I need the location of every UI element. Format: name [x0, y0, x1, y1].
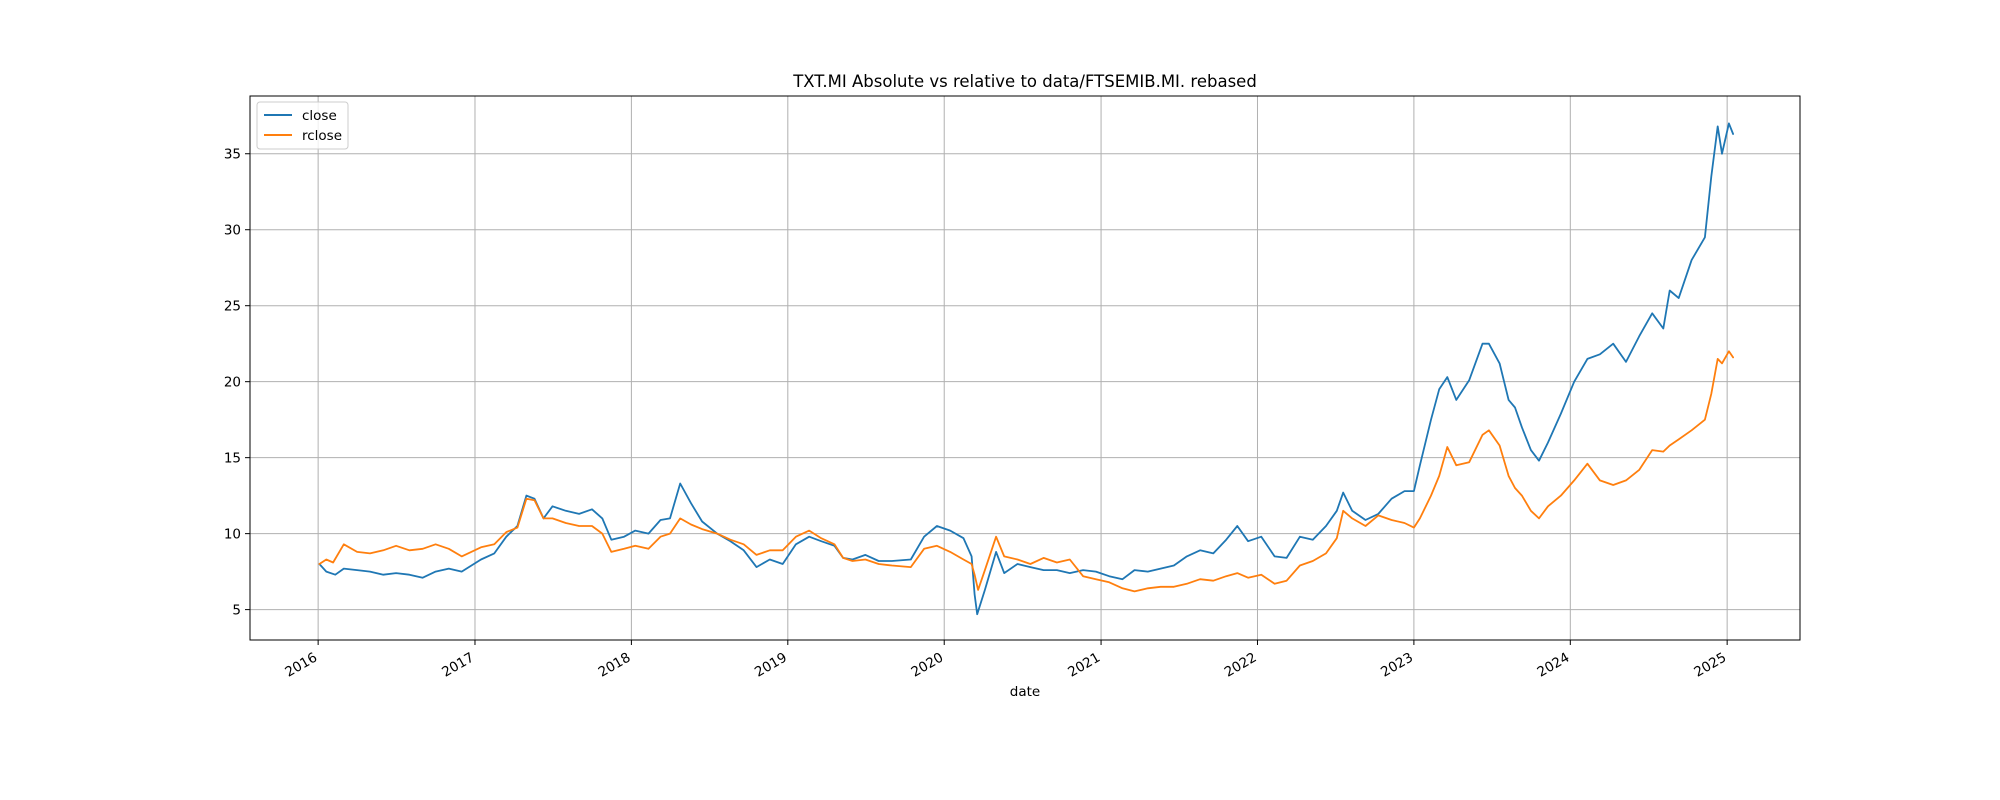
series-line-rclose: [318, 350, 1734, 593]
y-tick-label: 5: [232, 603, 241, 619]
legend-box: [256, 101, 349, 150]
legend: close rclose: [256, 101, 349, 150]
y-tick-label: 35: [224, 147, 241, 163]
grid-lines: [250, 96, 1800, 640]
y-tick-label: 25: [224, 299, 241, 315]
y-tick-label: 20: [224, 375, 241, 391]
y-tick-label: 10: [224, 527, 241, 543]
legend-label-rclose: rclose: [302, 128, 342, 144]
y-tick-label: 30: [224, 223, 241, 239]
series-line-close: [318, 122, 1734, 616]
y-tick-label: 15: [224, 451, 241, 467]
chart-title: TXT.MI Absolute vs relative to data/FTSE…: [792, 72, 1257, 91]
plot-area: [250, 96, 1800, 640]
x-axis-label: date: [1010, 684, 1040, 700]
legend-label-close: close: [302, 108, 337, 124]
series-layer: [318, 122, 1734, 616]
plot-frame: [249, 95, 1801, 641]
